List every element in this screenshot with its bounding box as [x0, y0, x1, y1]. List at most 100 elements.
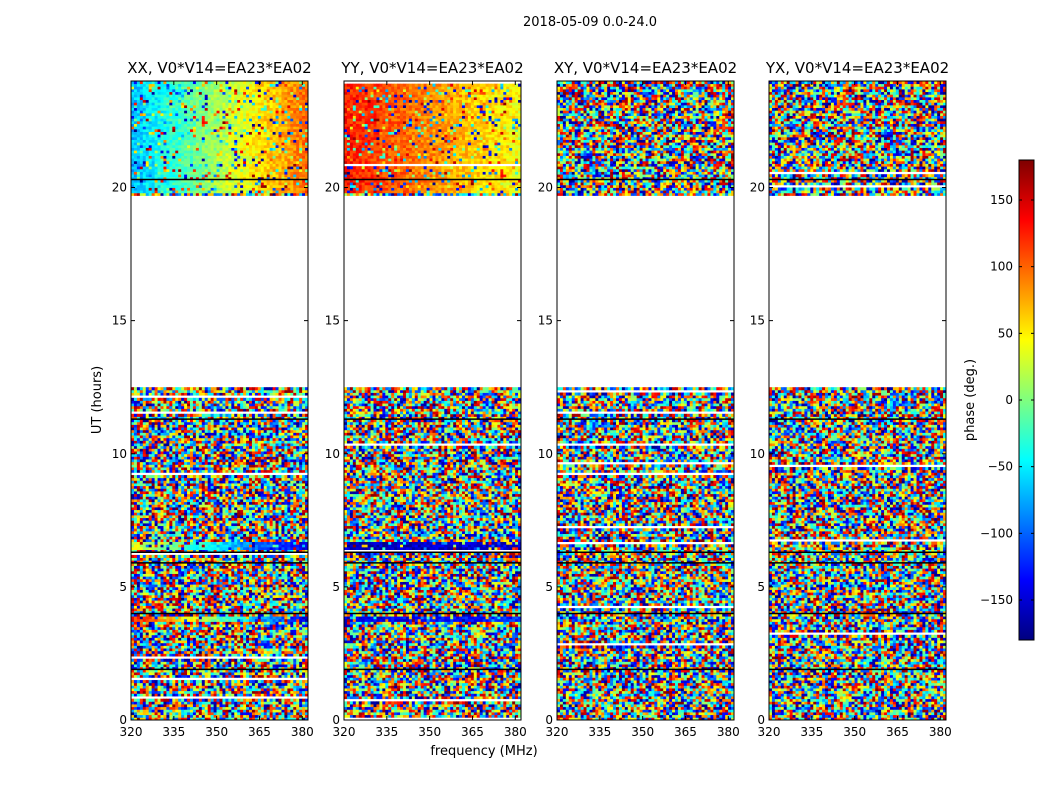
heatmap-cell: [163, 584, 167, 588]
heatmap-cell: [148, 491, 153, 495]
heatmap-cell: [172, 664, 176, 668]
heatmap-cell: [172, 624, 176, 628]
heatmap-cell: [296, 666, 300, 670]
heatmap-cell: [293, 600, 297, 604]
heatmap-cell: [269, 618, 273, 622]
heatmap-cell: [139, 717, 144, 720]
heatmap-cell: [190, 581, 194, 585]
heatmap-cell: [133, 709, 138, 713]
heatmap-cell: [299, 522, 303, 527]
heatmap-cell: [133, 613, 138, 617]
heatmap-cell: [299, 645, 303, 649]
heatmap-cell: [240, 509, 244, 513]
heatmap-cell: [201, 666, 206, 670]
heatmap-cell: [178, 704, 182, 708]
heatmap-cell: [275, 701, 279, 705]
heatmap-cell: [181, 624, 185, 628]
heatmap-cell: [157, 645, 161, 649]
heatmap-cell: [299, 602, 303, 606]
heatmap-cell: [246, 701, 250, 705]
heatmap-cell: [213, 546, 217, 550]
heatmap-cell: [219, 594, 223, 598]
heatmap-cell: [148, 541, 153, 545]
heatmap-cell: [275, 499, 279, 503]
heatmap-cell: [190, 613, 194, 617]
heatmap-cell: [251, 501, 256, 505]
heatmap-cell: [178, 605, 182, 609]
heatmap-cell: [136, 533, 141, 537]
heatmap-cell: [172, 530, 176, 535]
heatmap-cell: [190, 514, 194, 519]
heatmap-cell: [201, 586, 206, 590]
heatmap-cell: [240, 690, 244, 694]
heatmap-cell: [210, 634, 214, 638]
heatmap-cell: [131, 698, 135, 702]
heatmap-cell: [249, 634, 253, 638]
heatmap-cell: [269, 512, 273, 516]
heatmap-cell: [263, 491, 268, 495]
heatmap-cell: [263, 682, 268, 686]
heatmap-cell: [195, 507, 200, 511]
heatmap-cell: [178, 717, 182, 720]
heatmap-cell: [151, 501, 155, 505]
heatmap-cell: [192, 570, 197, 574]
heatmap-cell: [160, 706, 164, 710]
heatmap-cell: [195, 672, 200, 676]
heatmap-cell: [251, 528, 256, 532]
heatmap-cell: [175, 704, 179, 708]
heatmap-cell: [204, 514, 209, 519]
heatmap-cell: [302, 541, 306, 545]
heatmap-cell: [243, 533, 247, 537]
heatmap-cell: [246, 578, 250, 582]
heatmap-cell: [207, 541, 212, 545]
heatmap-cell: [254, 546, 259, 550]
heatmap-cell: [178, 565, 182, 569]
heatmap-cell: [169, 672, 173, 676]
heatmap-cell: [260, 586, 265, 590]
heatmap-cell: [275, 594, 279, 598]
heatmap-cell: [287, 546, 291, 550]
heatmap-cell: [160, 712, 164, 716]
heatmap-cell: [175, 682, 179, 686]
heatmap-cell: [142, 578, 147, 582]
heatmap-cell: [278, 549, 282, 553]
heatmap-cell: [281, 517, 285, 521]
heatmap-cell: [163, 629, 167, 633]
heatmap-cell: [263, 629, 268, 633]
heatmap-cell: [192, 554, 197, 558]
heatmap-cell: [198, 549, 203, 553]
heatmap-cell: [296, 570, 300, 574]
heatmap-cell: [281, 605, 285, 609]
heatmap-cell: [296, 584, 300, 588]
heatmap-cell: [246, 501, 250, 505]
heatmap-cell: [254, 560, 259, 564]
heatmap-cell: [131, 597, 135, 601]
heatmap-cell: [131, 488, 135, 492]
heatmap-cell: [228, 600, 232, 604]
heatmap-cell: [231, 706, 235, 710]
heatmap-cell: [172, 661, 176, 665]
heatmap-cell: [257, 586, 262, 590]
heatmap-cell: [210, 565, 214, 569]
heatmap-cell: [195, 629, 200, 633]
heatmap-cell: [257, 499, 262, 503]
heatmap-cell: [237, 669, 241, 673]
heatmap-cell: [231, 621, 235, 625]
heatmap-cell: [216, 533, 220, 537]
heatmap-cell: [213, 600, 217, 604]
heatmap-cell: [234, 504, 238, 508]
heatmap-cell: [131, 613, 135, 617]
heatmap-cell: [139, 485, 144, 489]
heatmap-cell: [272, 592, 276, 596]
heatmap-cell: [243, 496, 247, 500]
heatmap-cell: [219, 581, 223, 585]
heatmap-cell: [136, 626, 141, 630]
heatmap-cell: [272, 507, 276, 511]
heatmap-cell: [219, 600, 223, 604]
heatmap-cell: [296, 685, 300, 689]
heatmap-cell: [225, 698, 229, 702]
heatmap-cell: [198, 616, 203, 620]
heatmap-cell: [172, 592, 176, 596]
heatmap-cell: [136, 650, 141, 654]
heatmap-cell: [166, 581, 170, 585]
